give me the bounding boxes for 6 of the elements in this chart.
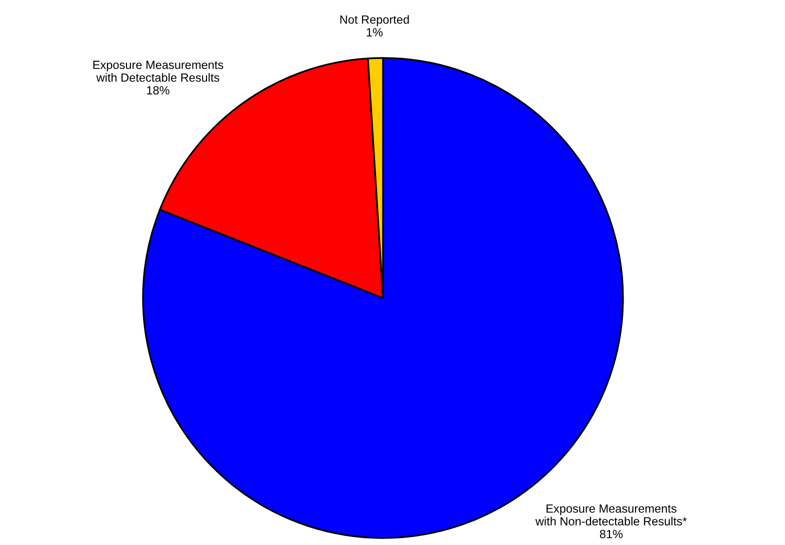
slice-label: Exposure Measurements with Detectable Results: [93, 60, 224, 82]
slice-label: Exposure Measurements with Non-detectable Results*: [535, 504, 687, 526]
data-label: 18%: [147, 86, 170, 94]
data-label: 81%: [600, 530, 623, 538]
data-label: 1%: [366, 28, 383, 36]
slice-label: Not Reported: [340, 15, 409, 26]
